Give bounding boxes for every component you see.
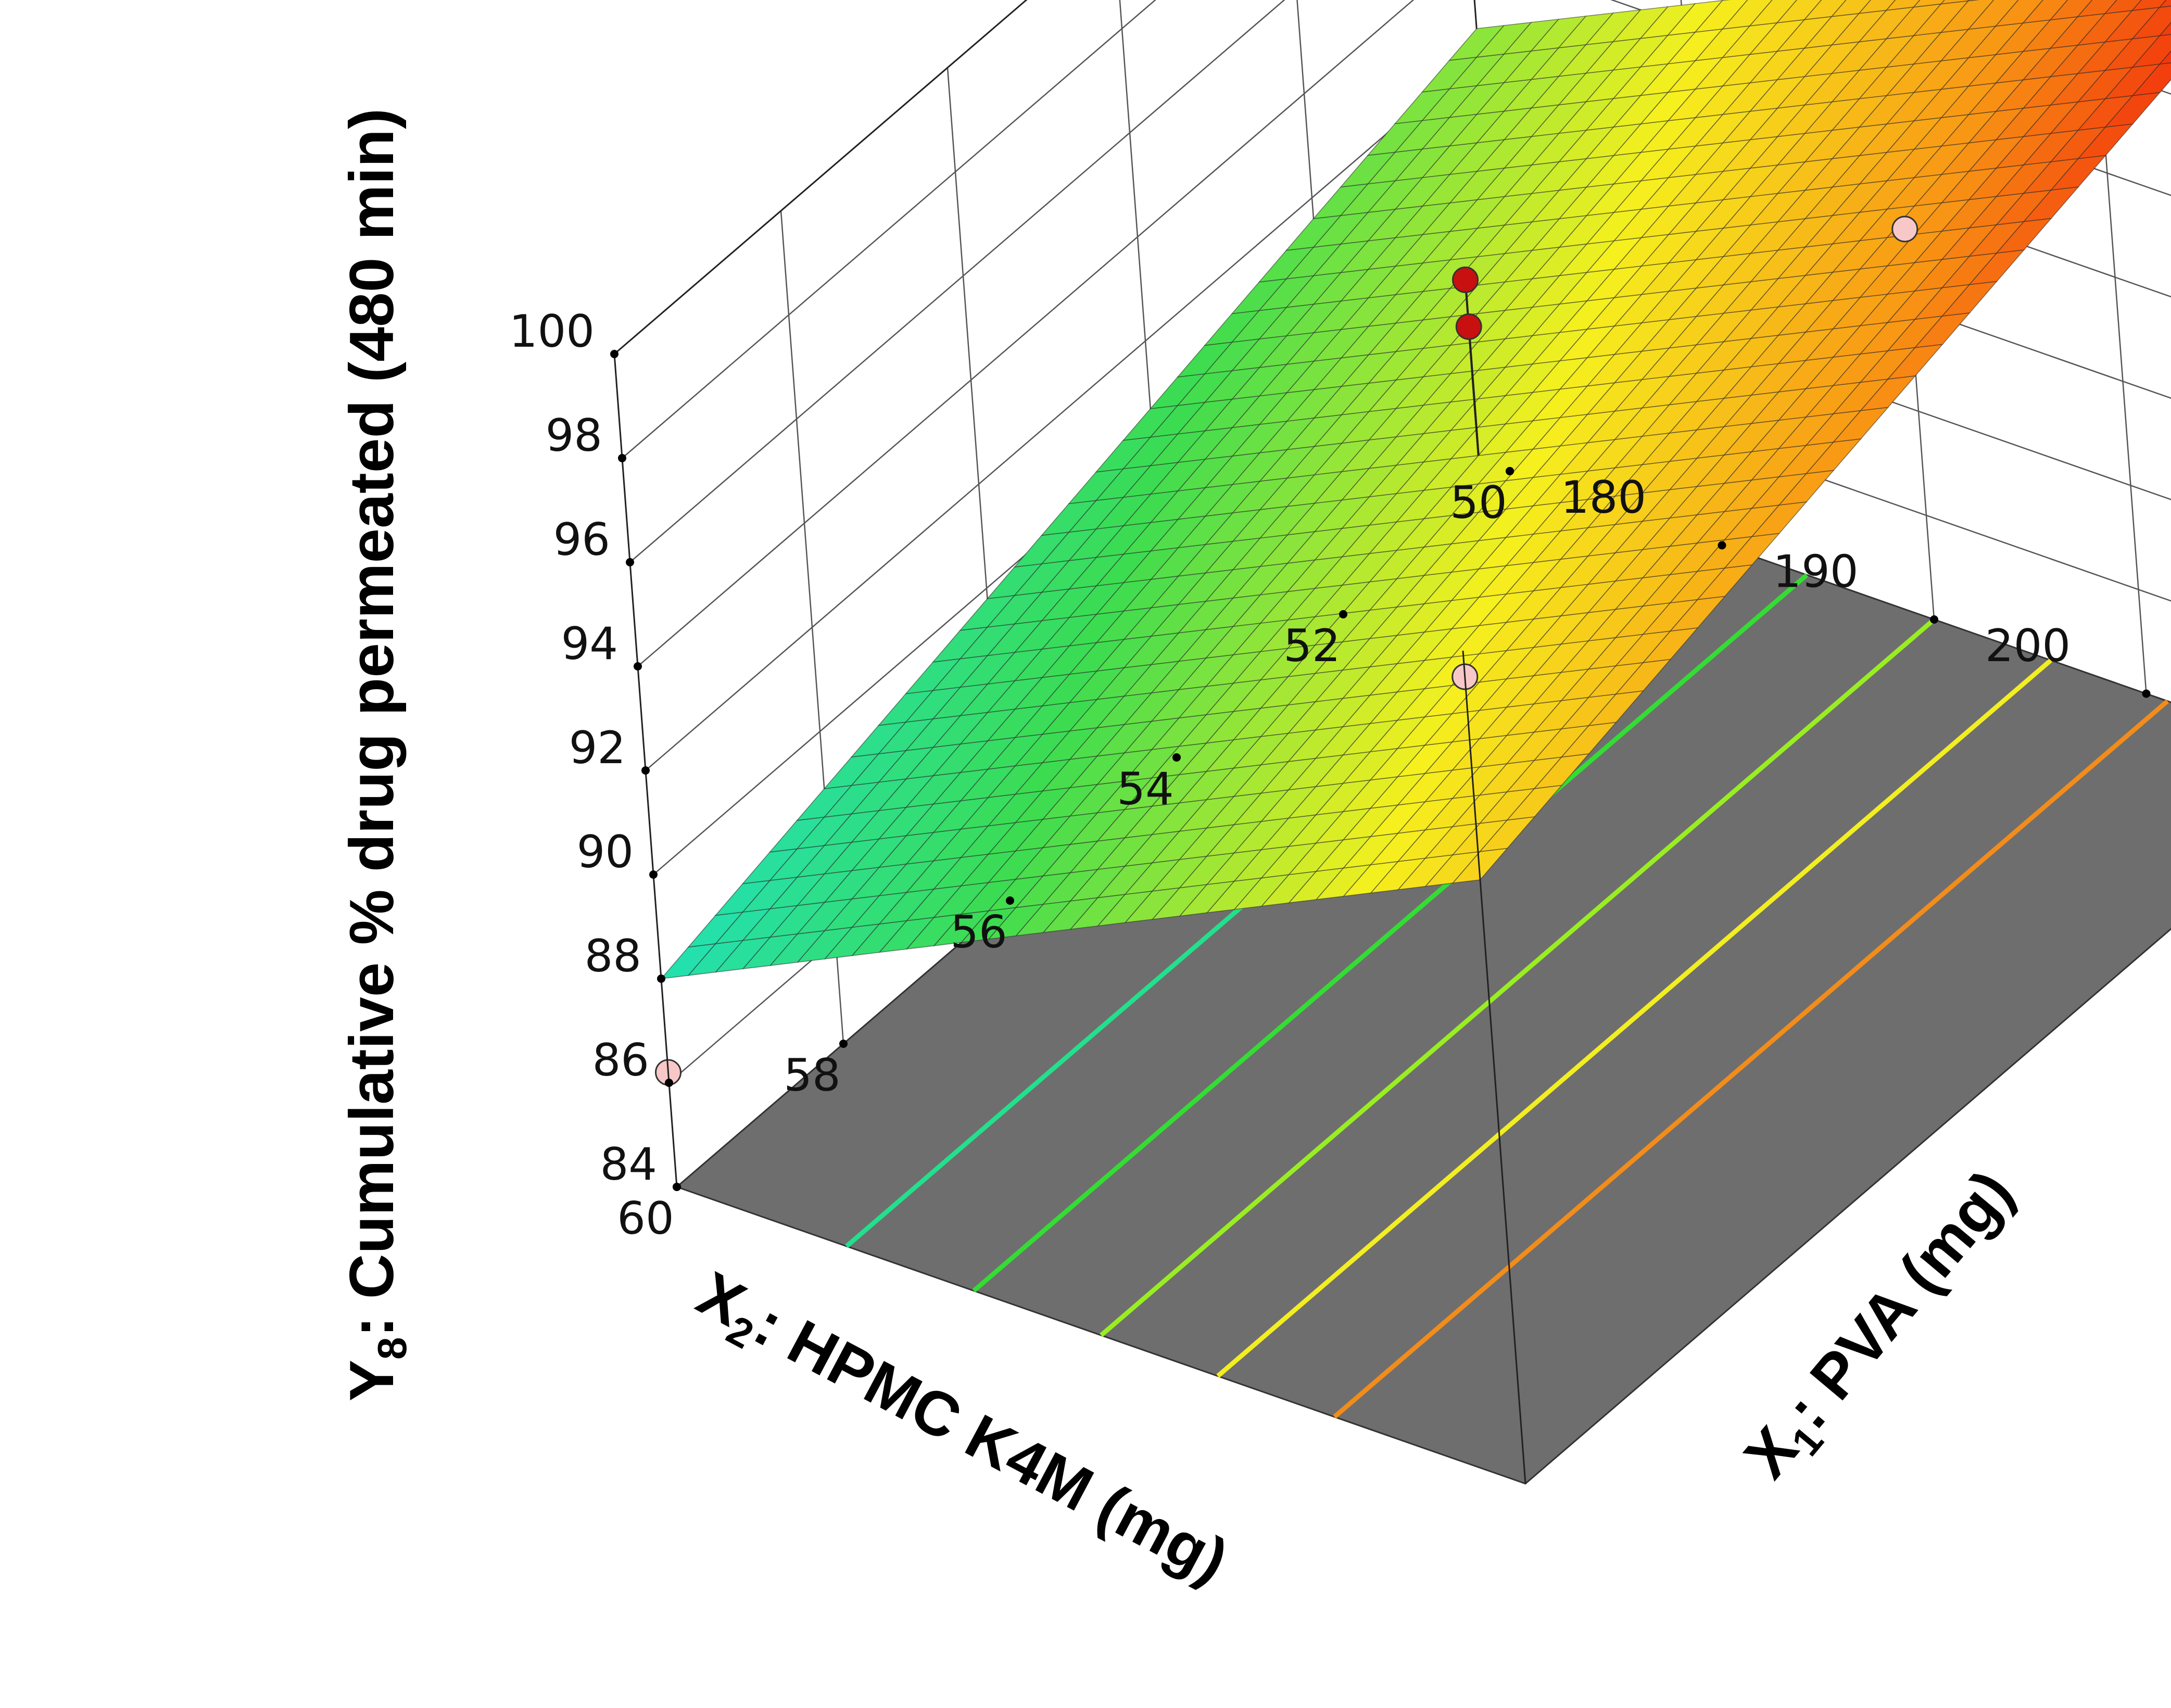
side-wall-grid-line xyxy=(622,0,1156,459)
surface-patch xyxy=(1967,0,2019,30)
contour-line xyxy=(1100,617,1936,1337)
surface-patch xyxy=(2076,0,2117,18)
x2-tick-label: 56 xyxy=(950,906,1007,958)
y-tick-label: 94 xyxy=(561,618,618,670)
x1-tick-mark xyxy=(1506,467,1514,475)
y-tick-label: 100 xyxy=(509,306,595,358)
x2-tick-label: 60 xyxy=(617,1193,674,1245)
surface-patch xyxy=(1995,0,2044,27)
surface-patch xyxy=(1967,0,1979,2)
x2-tick-mark xyxy=(1339,610,1347,618)
y-title-rest: : Cumulative % drug permeated (480 min) xyxy=(337,108,407,1337)
x2-tick-mark xyxy=(839,1040,848,1048)
side-wall-grid-line xyxy=(637,0,1415,667)
y-tick-mark xyxy=(649,870,658,879)
x1-tick-mark xyxy=(1718,541,1726,550)
x2-tick-label: 50 xyxy=(1450,477,1507,529)
side-wall-grid-line xyxy=(629,0,1285,563)
x2-tick-mark xyxy=(673,1183,681,1191)
box-vertical-edge xyxy=(1462,650,1526,1484)
x1-tick-mark xyxy=(2142,689,2151,698)
surface-patch xyxy=(1940,0,1970,5)
surface-patch xyxy=(2022,0,2068,24)
surface-patch xyxy=(1940,0,1995,33)
contour-line xyxy=(1216,658,2053,1378)
surface-patch xyxy=(1694,0,1748,33)
surface-patch xyxy=(2049,0,2093,21)
y-tick-mark xyxy=(665,1079,673,1087)
response-surface xyxy=(660,0,2171,980)
surface-patch xyxy=(1831,0,1872,17)
surface-patch xyxy=(1803,0,1847,20)
design-points xyxy=(655,216,1918,1086)
y-tick-label: 90 xyxy=(577,826,634,878)
design-point xyxy=(1455,313,1482,340)
surface-patch xyxy=(2159,50,2171,65)
y-title-main: Y xyxy=(337,1360,407,1401)
y-tick-mark xyxy=(634,662,642,670)
x1-tick-label: 180 xyxy=(1561,472,1646,524)
x1-tick-mark xyxy=(1930,615,1938,624)
y-tick-mark xyxy=(610,350,619,358)
surface-patch xyxy=(1721,0,1773,30)
surface-patch xyxy=(2131,0,2167,11)
y-tick-label: 84 xyxy=(600,1138,657,1191)
surface-patch xyxy=(2131,5,2171,40)
surface-patch xyxy=(2131,62,2171,96)
x2-tick-mark xyxy=(1006,896,1014,905)
y-tick-label: 86 xyxy=(592,1034,649,1086)
surface-patch xyxy=(1885,0,1921,11)
surface-patch xyxy=(2159,0,2171,8)
surface-patch xyxy=(1776,0,1822,23)
y-tick-label: 92 xyxy=(569,722,626,774)
y-axis-title: Y8: Cumulative % drug permeated (480 min… xyxy=(337,108,415,1401)
axis-ticks: 84 86 88 90 92 94 96 98 100 50 52 54 56 58 60 180 190 200… xyxy=(509,306,2151,1245)
x2-tick-label: 58 xyxy=(784,1049,840,1102)
y-tick-mark xyxy=(626,558,634,566)
box-top-edge xyxy=(614,0,1028,355)
design-point xyxy=(1891,216,1918,243)
x1-tick-label: 190 xyxy=(1773,546,1858,598)
design-point xyxy=(1452,267,1479,293)
contour-line xyxy=(972,573,1809,1293)
design-point-stem xyxy=(1468,326,1480,456)
x2-tick-mark xyxy=(1172,753,1181,762)
surface-patch xyxy=(2131,34,2171,68)
y-tick-label: 96 xyxy=(553,514,610,566)
surface-patch xyxy=(2159,22,2171,36)
y-tick-mark xyxy=(618,454,626,462)
surface-patch xyxy=(1912,0,1945,8)
y-tick-label: 88 xyxy=(585,930,641,982)
x1-tick-label: 200 xyxy=(1985,620,2071,672)
x2-tick-label: 52 xyxy=(1283,620,1340,672)
y-title-sub: 8 xyxy=(369,1337,415,1360)
y-tick-mark xyxy=(641,766,650,775)
contour-line xyxy=(1333,699,2169,1419)
x2-tick-label: 54 xyxy=(1117,763,1173,815)
y-tick-mark xyxy=(657,975,665,983)
surface-patch xyxy=(1749,0,1798,27)
back-wall-grid-line xyxy=(1900,0,2171,95)
side-wall-grid-line xyxy=(645,54,1479,771)
y-tick-label: 98 xyxy=(546,410,602,462)
